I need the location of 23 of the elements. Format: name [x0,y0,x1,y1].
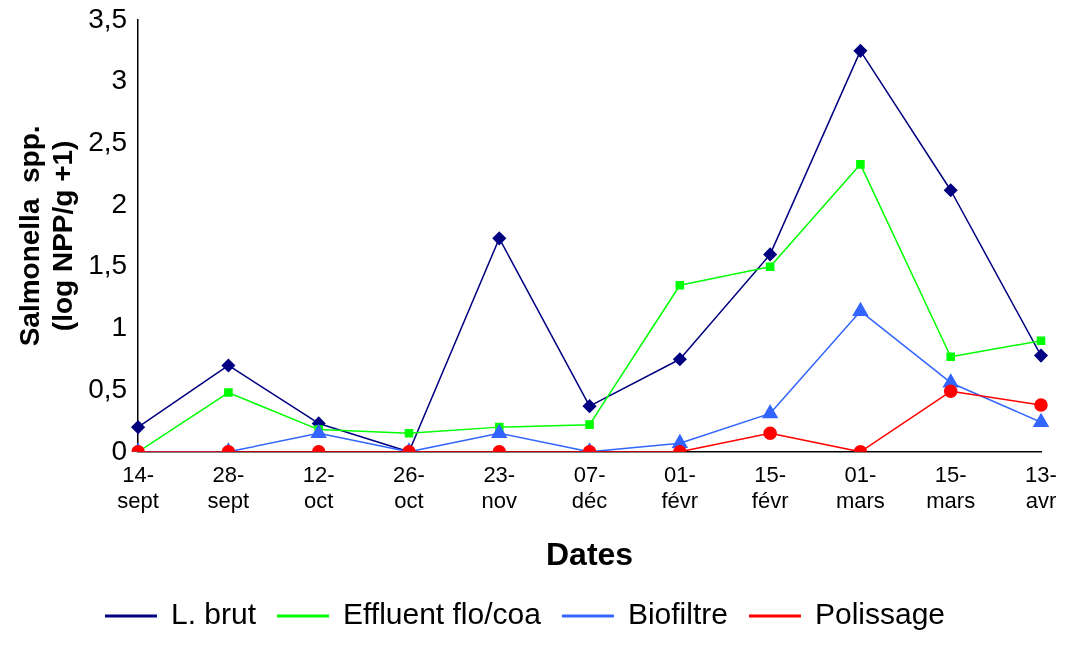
legend-label: Polissage [814,597,946,631]
legend-label: Effluent flo/coa [343,597,542,631]
x-tick-label: 13- avr [1025,462,1057,514]
x-tick-label: 07- déc [571,462,608,514]
y-tick-label: 3 [111,64,128,96]
y-tick-label: 1 [111,311,128,343]
legend-label: Biofiltre [627,597,728,631]
x-tick-label: 28- sept [207,462,250,514]
x-tick-label: 01- mars [835,462,885,514]
x-tick-label: 15- mars [926,462,976,514]
y-tick-label: 2,5 [88,126,128,158]
x-tick-label: 12- oct [302,462,335,514]
x-tick-label: 26- oct [393,462,425,514]
legend-label: L. brut [170,597,257,631]
y-tick-label: 2 [111,187,128,219]
y-axis-title: Salmonella spp. (log NPP/g +1) [13,125,79,347]
x-axis-title: Dates [545,535,634,572]
y-tick-label: 3,5 [88,2,128,34]
x-tick-label: 01- févr [661,462,699,514]
x-tick-label: 15- févr [751,462,789,514]
y-tick-label: 0,5 [88,372,128,404]
x-tick-label: 23- nov [481,462,518,514]
y-tick-label: 1,5 [88,249,128,281]
